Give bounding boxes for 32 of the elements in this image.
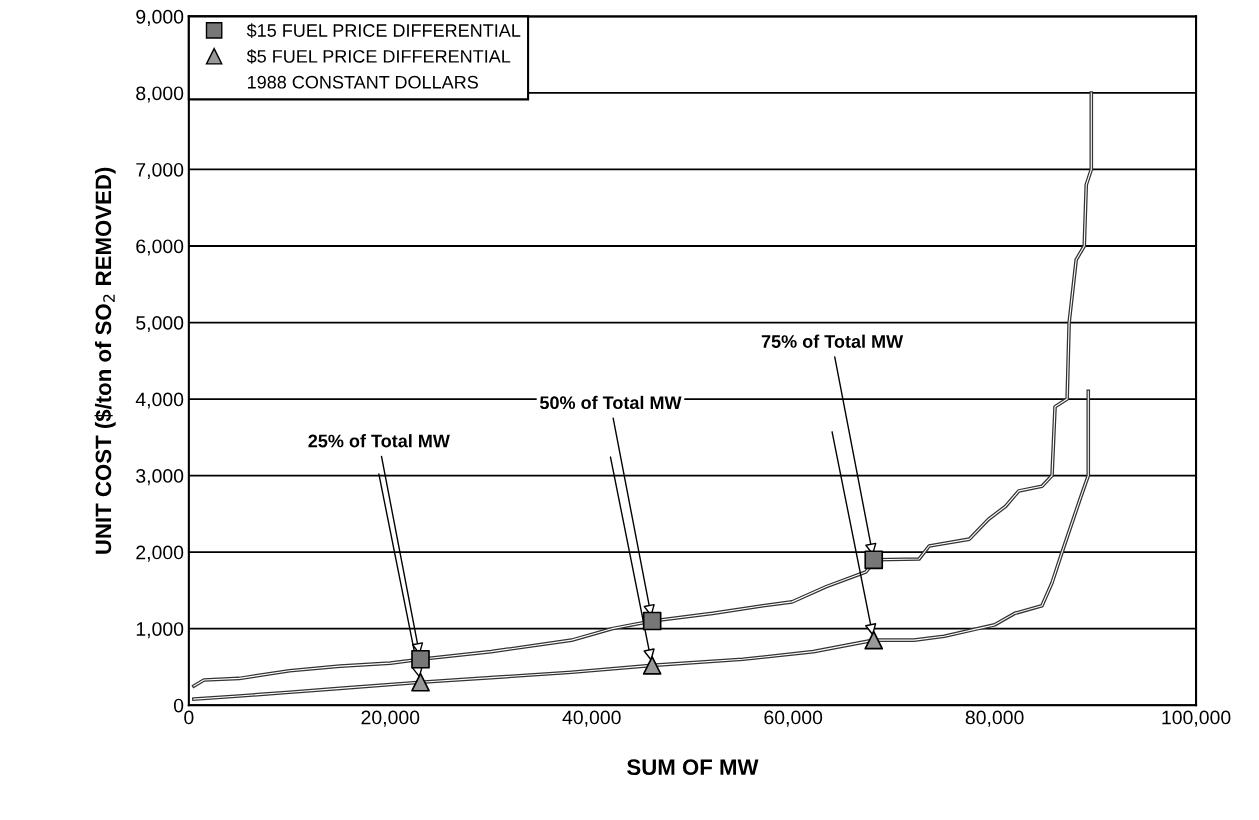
annotation: 25% of Total MW xyxy=(308,434,450,448)
line-series xyxy=(192,91,1094,688)
y-tick-label: 9,000 xyxy=(136,9,184,26)
y-tick-label: 4,000 xyxy=(135,392,184,409)
x-tick-label: 0 xyxy=(184,710,194,725)
y-tick-label: 2,000 xyxy=(136,545,184,562)
y-tick-label: 7,000 xyxy=(136,162,184,179)
x-tick-label: 40,000 xyxy=(562,710,621,727)
point xyxy=(642,611,662,631)
point xyxy=(642,656,662,675)
y-tick-label: 3,000 xyxy=(136,469,184,486)
legend-label: $15 FUEL PRICE DIFFERENTIAL xyxy=(246,23,521,38)
annotation: 75% of Total MW xyxy=(761,334,904,348)
point xyxy=(411,672,430,692)
y-axis-title: UNIT COST ($/ton of SO$_{2}$ REMOVED) xyxy=(94,167,116,554)
point xyxy=(411,649,430,669)
x-tick-label: 20,000 xyxy=(361,710,420,727)
x-tick-label: 60,000 xyxy=(764,710,823,727)
y-tick-label: 6,000 xyxy=(136,239,184,256)
annotation: 1988 CONSTANT DOLLARS xyxy=(248,75,478,89)
point xyxy=(864,630,884,650)
annotation: 50% of Total MW xyxy=(540,395,682,410)
x-tick-label: 80,000 xyxy=(965,710,1024,727)
x-tick-label: 100,000 xyxy=(1162,710,1231,727)
x-axis-title: SUM OF MW xyxy=(627,759,759,776)
legend-label: $5 FUEL PRICE DIFFERENTIAL xyxy=(246,49,511,64)
point xyxy=(864,550,884,570)
y-tick-label: 5,000 xyxy=(136,316,184,333)
y-tick-label: 8,000 xyxy=(136,86,184,103)
line-series xyxy=(192,389,1091,701)
y-tick-label: 0 xyxy=(173,698,184,713)
y-tick-label: 1,000 xyxy=(136,622,184,639)
